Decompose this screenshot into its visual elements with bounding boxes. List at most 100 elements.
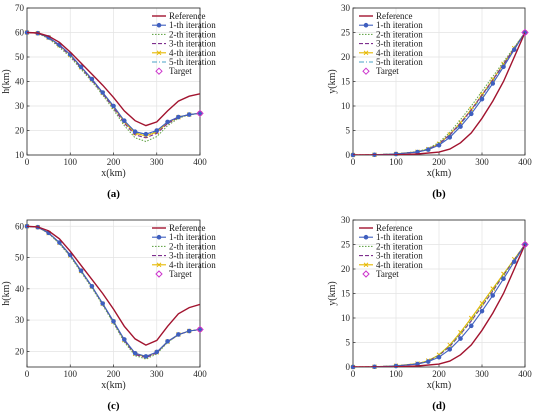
y-tick-label: 30: [15, 315, 25, 325]
data-point-1-th-iteration: [393, 363, 399, 369]
data-point-1-th-iteration: [458, 124, 463, 129]
legend-marker-target: [155, 67, 163, 75]
legend-label-target: Target: [169, 66, 192, 76]
data-point-4-th-iteration: [490, 286, 496, 291]
legend-label-reference: Reference: [376, 11, 412, 21]
legend-marker-target: [362, 270, 370, 278]
x-tick-label: 300: [475, 157, 489, 167]
legend-marker-1-th-iteration: [156, 22, 162, 28]
legend-label-1-th-iteration: 1-th iteration: [169, 20, 216, 30]
chart-panel-4: 0 100 200 300 400 0 5 10 15 20 25 30 x(km) y(km) (d) Re…: [327, 215, 532, 412]
legend-marker-target: [155, 270, 163, 278]
x-tick-label: 0: [25, 157, 30, 167]
axes-box: [26, 7, 201, 156]
data-point-4-th-iteration: [468, 315, 474, 321]
chart-panel-3: 0 100 200 300 400 20 30 40 50 60 x(km) h(km) (c) Refe…: [1, 219, 216, 412]
data-point-1-th-iteration: [143, 354, 149, 359]
y-tick-label: 50: [15, 253, 25, 263]
legend-label-4-th-iteration: 4-th iteration: [169, 48, 216, 58]
data-point-1-th-iteration: [165, 339, 170, 344]
data-point-4-th-iteration: [447, 342, 453, 348]
legend-label-3-th-iteration: 3-th iteration: [169, 251, 216, 261]
series-line-1-th-iteration: [353, 32, 525, 155]
legend-label-2-th-iteration: 2-th iteration: [376, 29, 423, 39]
data-point-1-th-iteration: [197, 111, 203, 116]
legend-label-5-th-iteration: 5-th iteration: [376, 57, 423, 67]
legend-label-4-th-iteration: 4-th iteration: [169, 260, 216, 270]
data-point-1-th-iteration: [89, 76, 95, 82]
data-point-1-th-iteration: [78, 64, 84, 70]
data-point-1-th-iteration: [122, 118, 127, 123]
y-tick-label: 10: [341, 101, 351, 111]
chart-panel-2: 0 100 200 300 400 0 5 10 15 20 25 30 x(km) y(km) (b) Re…: [327, 3, 532, 200]
data-point-1-th-iteration: [122, 337, 127, 342]
data-point-4-th-iteration: [458, 329, 463, 335]
data-point-1-th-iteration: [176, 114, 181, 120]
x-axis-label: x(km): [101, 168, 125, 179]
y-axis-label: y(km): [327, 69, 338, 93]
y-tick-label: 15: [341, 289, 351, 299]
data-point-1-th-iteration: [501, 64, 506, 70]
panel-caption: (b): [432, 188, 446, 200]
data-point-1-th-iteration: [165, 119, 170, 125]
data-point-1-th-iteration: [458, 336, 463, 341]
data-point-1-th-iteration: [132, 350, 138, 356]
data-point-1-th-iteration: [111, 319, 116, 324]
series-line-3-th-iteration: [27, 31, 200, 139]
y-tick-label: 20: [341, 52, 351, 62]
data-point-1-th-iteration: [468, 323, 474, 329]
data-point-1-th-iteration: [111, 103, 116, 109]
y-tick-label: 5: [346, 126, 351, 136]
series-line-1-th-iteration: [353, 244, 525, 367]
data-point-1-th-iteration: [132, 129, 138, 135]
data-point-1-th-iteration: [100, 90, 105, 95]
axes-box: [26, 219, 201, 368]
series-line-2-th-iteration: [353, 32, 525, 155]
data-point-1-th-iteration: [143, 131, 149, 137]
data-point-1-th-iteration: [447, 347, 453, 352]
data-point-1-th-iteration: [501, 276, 506, 282]
y-tick-label: 5: [346, 338, 351, 348]
legend-marker-4-th-iteration: [363, 262, 369, 268]
data-point-1-th-iteration: [78, 268, 84, 273]
legend-label-target: Target: [376, 269, 399, 279]
y-tick-label: 25: [341, 240, 351, 250]
legend-marker-1-th-iteration: [363, 234, 369, 240]
data-point-1-th-iteration: [154, 128, 160, 133]
legend-marker-4-th-iteration: [156, 262, 162, 268]
axes-box: [352, 7, 526, 156]
data-point-1-th-iteration: [154, 349, 160, 355]
data-point-1-th-iteration: [197, 327, 203, 332]
panel-caption: (d): [432, 400, 446, 412]
data-point-1-th-iteration: [425, 359, 431, 364]
legend-label-3-th-iteration: 3-th iteration: [376, 251, 423, 261]
y-axis-label: y(km): [327, 281, 338, 305]
x-tick-label: 0: [351, 157, 356, 167]
legend-label-1-th-iteration: 1-th iteration: [169, 232, 216, 242]
x-tick-label: 200: [432, 369, 446, 379]
data-point-1-th-iteration: [511, 259, 517, 264]
x-tick-label: 400: [193, 369, 207, 379]
x-tick-label: 300: [150, 157, 164, 167]
y-tick-label: 20: [341, 264, 351, 274]
legend-label-2-th-iteration: 2-th iteration: [376, 241, 423, 251]
x-axis-label: x(km): [427, 168, 451, 179]
data-point-1-th-iteration: [186, 328, 192, 334]
chart-panel-1: 0 100 200 300 400 10 20 30 40 50 60 70 x(km) h(km) (a)…: [1, 3, 216, 200]
y-tick-label: 10: [341, 313, 351, 323]
data-point-1-th-iteration: [425, 147, 431, 152]
data-point-1-th-iteration: [468, 111, 474, 117]
data-point-1-th-iteration: [393, 151, 399, 157]
series-line-reference: [353, 32, 525, 155]
data-point-1-th-iteration: [479, 308, 485, 314]
series-line-reference: [27, 31, 200, 127]
x-tick-label: 100: [389, 369, 403, 379]
target-marker: [196, 109, 204, 118]
series-line-2-th-iteration: [27, 31, 200, 143]
series-line-reference: [27, 225, 200, 346]
data-point-1-th-iteration: [511, 47, 517, 52]
data-point-1-th-iteration: [176, 332, 181, 337]
target-marker: [521, 240, 529, 249]
legend-marker-4-th-iteration: [363, 50, 369, 56]
